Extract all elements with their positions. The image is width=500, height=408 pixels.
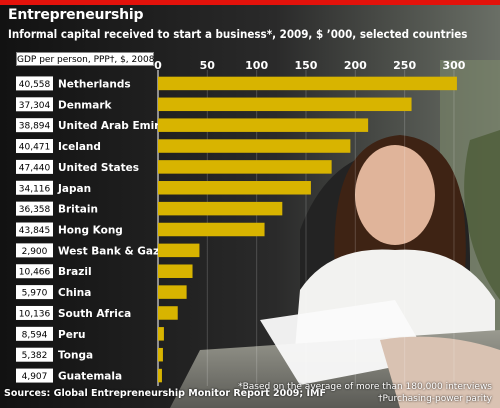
gdp-value: 10,466 — [19, 268, 51, 278]
gdp-value: 8,594 — [22, 330, 48, 340]
gdp-value: 10,136 — [19, 309, 51, 319]
gdp-value-box — [16, 285, 53, 300]
gdp-value-box — [16, 305, 53, 320]
category-label: Tonga — [58, 350, 93, 362]
x-tick-label: 100 — [245, 59, 268, 72]
source-note: Sources: Global Entrepreneurship Monitor… — [4, 388, 326, 399]
category-label: China — [58, 287, 91, 299]
gdp-value-box — [16, 243, 53, 258]
bar — [158, 181, 311, 195]
x-tick-label: 150 — [294, 59, 317, 72]
gdp-value-box — [16, 76, 53, 91]
gdp-value: 38,894 — [19, 122, 51, 132]
bar — [158, 201, 283, 216]
gdp-value-box — [16, 326, 53, 341]
bar — [158, 118, 369, 132]
bar — [158, 160, 332, 174]
category-label: United States — [58, 162, 139, 174]
category-label: West Bank & Gaza — [58, 245, 166, 257]
footnote-interviews: *Based on the average of more than 180,0… — [238, 382, 492, 392]
gdp-value-box — [16, 201, 53, 216]
x-tick-label: 250 — [393, 59, 416, 72]
x-tick-label: 300 — [442, 59, 465, 72]
category-label: United Arab Emirates — [58, 120, 185, 132]
gdp-value-box — [16, 222, 53, 237]
gdp-value-box — [16, 180, 53, 195]
chart-subtitle: Informal capital received to start a bus… — [8, 27, 468, 41]
gdp-value: 2,900 — [22, 247, 48, 257]
category-label: Japan — [57, 183, 91, 195]
gdp-value: 40,558 — [19, 80, 51, 90]
bar — [158, 222, 265, 237]
category-label: Netherlands — [58, 78, 131, 90]
bar — [158, 243, 200, 258]
gdp-value: 47,440 — [19, 163, 51, 173]
bar — [158, 139, 351, 153]
category-label: South Africa — [58, 308, 131, 320]
bar — [158, 97, 412, 112]
gdp-value: 5,382 — [22, 351, 48, 361]
category-label: Denmark — [58, 99, 113, 111]
gdp-value-box — [16, 264, 53, 279]
category-label: Guatemala — [58, 371, 122, 383]
gdp-value-box — [16, 159, 53, 174]
gdp-column-header: GDP per person, PPP†, $, 2008 — [16, 52, 154, 66]
gdp-value: 4,907 — [22, 372, 48, 382]
gdp-value: 40,471 — [19, 143, 51, 153]
x-tick-label: 200 — [344, 59, 367, 72]
footnote-ppp: †Purchasing-power parity — [378, 394, 492, 404]
category-label: Brazil — [58, 266, 92, 278]
gdp-value: 36,358 — [19, 205, 51, 215]
bar — [158, 368, 162, 383]
bar — [158, 264, 193, 278]
bar — [158, 76, 457, 91]
gdp-value-box — [16, 97, 53, 112]
chart-title: Entrepreneurship — [8, 7, 144, 23]
gdp-value: 43,845 — [19, 226, 51, 236]
gdp-value: 5,970 — [22, 289, 48, 299]
category-label: Britain — [58, 204, 98, 216]
gdp-value-box — [16, 139, 53, 154]
bar — [158, 347, 163, 362]
gdp-value-box — [16, 118, 53, 133]
category-label: Peru — [58, 329, 85, 341]
gdp-value-box — [16, 368, 53, 383]
bar — [158, 327, 164, 341]
bar — [158, 306, 178, 320]
gdp-value: 34,116 — [19, 184, 51, 194]
x-tick-label: 50 — [200, 59, 216, 72]
gdp-value-box — [16, 347, 53, 362]
gdp-value: 37,304 — [19, 101, 51, 111]
accent-bar — [0, 0, 500, 5]
bar — [158, 285, 187, 299]
category-label: Hong Kong — [58, 225, 123, 237]
x-tick-label: 0 — [154, 59, 162, 72]
category-label: Iceland — [58, 141, 101, 153]
